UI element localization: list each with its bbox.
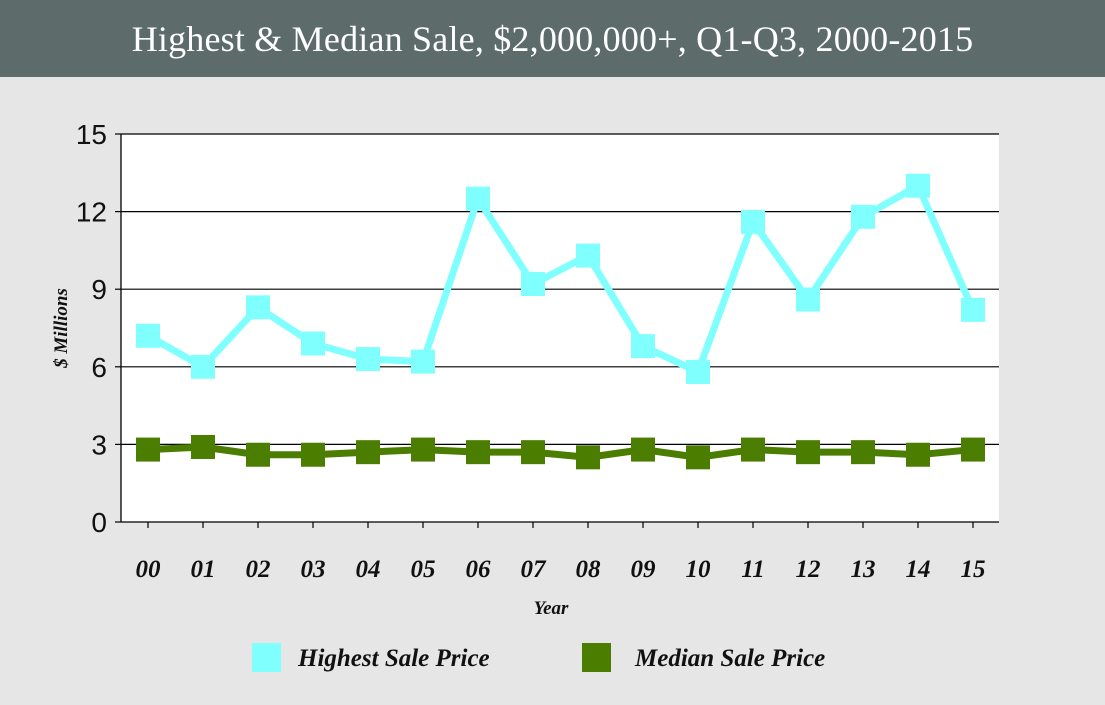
series-line bbox=[146, 180, 977, 377]
data-point bbox=[301, 331, 325, 356]
x-tick-label: 08 bbox=[576, 556, 602, 583]
data-point bbox=[356, 347, 380, 372]
data-point bbox=[466, 186, 490, 211]
y-tick-label: 15 bbox=[76, 119, 107, 150]
legend-item-median: Median Sale Price bbox=[582, 643, 825, 672]
series-group bbox=[136, 173, 985, 470]
x-tick-label: 02 bbox=[246, 556, 271, 583]
chart-title: Highest & Median Sale, $2,000,000+, Q1-Q… bbox=[131, 18, 974, 59]
x-tick-label: 07 bbox=[521, 556, 548, 583]
legend-label: Highest Sale Price bbox=[297, 645, 490, 672]
data-point bbox=[191, 434, 215, 459]
data-point bbox=[741, 209, 765, 234]
x-tick-label: 04 bbox=[356, 556, 381, 583]
data-point bbox=[686, 445, 710, 470]
x-tick-label: 00 bbox=[136, 556, 162, 583]
y-tick-label: 3 bbox=[91, 429, 107, 460]
data-point bbox=[906, 442, 930, 467]
data-point bbox=[136, 323, 160, 348]
data-point bbox=[521, 272, 545, 297]
data-point bbox=[356, 440, 380, 465]
y-tick-label: 6 bbox=[91, 352, 107, 383]
data-point bbox=[631, 334, 655, 359]
x-tick-label: 06 bbox=[466, 556, 492, 583]
data-point bbox=[246, 442, 270, 467]
series-highest bbox=[136, 173, 985, 384]
data-point bbox=[741, 437, 765, 462]
data-point bbox=[686, 359, 710, 384]
legend-label: Median Sale Price bbox=[634, 645, 825, 672]
data-point bbox=[521, 440, 545, 465]
x-tick-label: 10 bbox=[686, 556, 712, 583]
data-point bbox=[411, 437, 435, 462]
series-line bbox=[147, 443, 974, 461]
data-point bbox=[851, 440, 875, 465]
data-point bbox=[466, 440, 490, 465]
y-axis-title: $ Millions bbox=[51, 288, 72, 369]
data-point bbox=[136, 437, 160, 462]
x-tick-label: 12 bbox=[796, 556, 821, 583]
x-tick-label: 14 bbox=[906, 556, 931, 583]
chart-header: Highest & Median Sale, $2,000,000+, Q1-Q… bbox=[0, 0, 1105, 77]
series-median bbox=[136, 434, 985, 470]
x-tick-label: 01 bbox=[191, 556, 216, 583]
data-point bbox=[961, 437, 985, 462]
legend-swatch bbox=[252, 643, 281, 672]
data-point bbox=[851, 204, 875, 229]
x-tick-label: 09 bbox=[631, 556, 657, 583]
data-point bbox=[191, 354, 215, 379]
x-tick-label: 03 bbox=[301, 556, 326, 583]
y-tick-label: 12 bbox=[76, 197, 107, 228]
data-point bbox=[246, 295, 270, 320]
data-point bbox=[576, 243, 600, 268]
axes bbox=[120, 134, 999, 523]
data-point bbox=[411, 349, 435, 374]
x-tick-label: 13 bbox=[851, 556, 876, 583]
data-point bbox=[631, 437, 655, 462]
x-axis-title: Year bbox=[534, 598, 569, 619]
data-point bbox=[961, 297, 985, 322]
x-tick-label: 05 bbox=[411, 556, 436, 583]
y-tick-label: 9 bbox=[91, 274, 107, 305]
data-point bbox=[796, 287, 820, 312]
data-point bbox=[301, 442, 325, 467]
legend: Highest Sale Price Median Sale Price bbox=[252, 643, 825, 672]
data-point bbox=[796, 440, 820, 465]
data-point bbox=[576, 445, 600, 470]
x-tick-label: 15 bbox=[961, 556, 986, 583]
x-tick-label: 11 bbox=[741, 556, 765, 583]
y-tick-label: 0 bbox=[91, 507, 107, 538]
x-axis-ticks: 00 01 02 03 04 05 06 07 08 09 10 11 12 13 14 15 bbox=[136, 522, 986, 583]
data-point bbox=[906, 173, 930, 198]
legend-swatch bbox=[582, 643, 611, 672]
y-axis-ticks: 0 3 6 9 12 15 bbox=[76, 119, 121, 538]
legend-item-highest: Highest Sale Price bbox=[252, 643, 490, 672]
